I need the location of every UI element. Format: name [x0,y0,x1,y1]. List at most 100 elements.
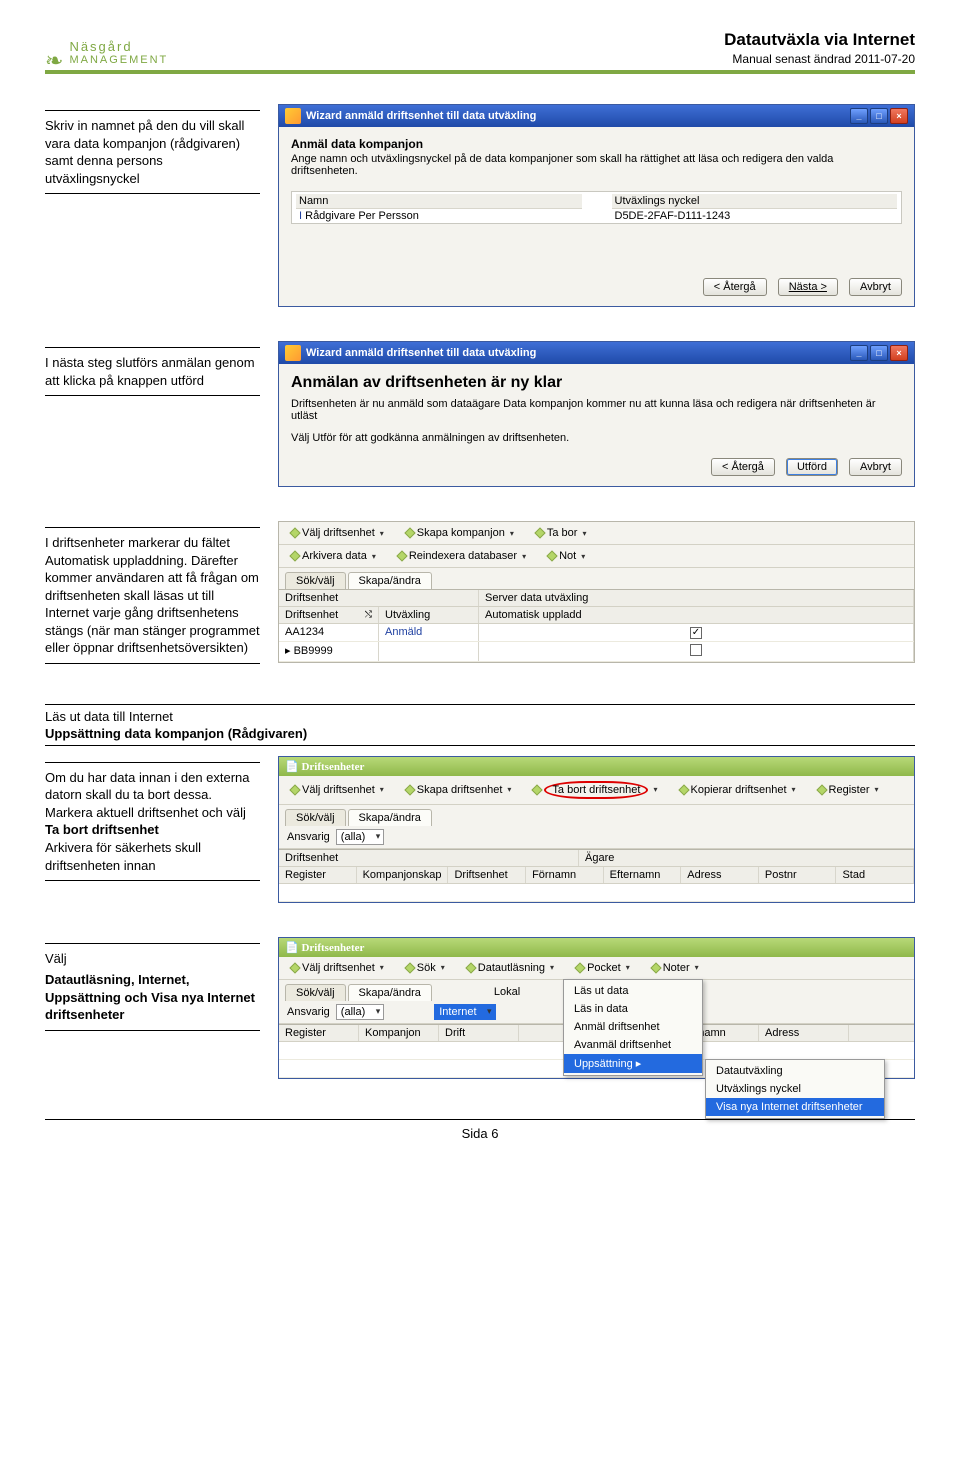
toolbar-item[interactable]: Ta bort driftsenhet▾ [529,780,661,800]
s2-desc2: Välj Utför för att godkänna anmälningen … [291,432,902,444]
minimize-icon[interactable]: _ [850,108,868,124]
next-button[interactable]: Nästa > [778,278,838,296]
gh-server: Server data utväxling [479,590,914,606]
column-header: Stad [836,867,914,883]
gh-driftsenhet2: Driftsenhet ⤭ [279,607,379,623]
toolbar-item[interactable]: Register▾ [814,780,883,800]
gh-driftsenhet: Driftsenhet [279,590,479,606]
driftsenheter-window-1: 📄 Driftsenheter Välj driftsenhet▾Skapa d… [278,756,915,903]
column-header: Register [279,867,357,883]
ansvarig-label: Ansvarig [287,831,330,843]
menu-item[interactable]: Visa nya Internet driftsenheter [706,1098,884,1116]
col-name: Namn [296,194,582,209]
cell-bb9999[interactable]: ▸ BB9999 [279,642,379,661]
column-header: Kompanjonskap [357,867,449,883]
tab-skapaandra[interactable]: Skapa/ändra [348,984,432,1001]
menu-item[interactable]: Utväxlings nyckel [706,1080,884,1098]
internet-combo[interactable]: Internet [434,1004,495,1020]
doc-subtitle: Manual senast ändrad 2011-07-20 [724,52,915,66]
cell-aa1234[interactable]: AA1234 [279,624,379,641]
toolbar-item[interactable]: Pocket▾ [572,961,634,975]
logo-line2: MANAGEMENT [69,54,168,66]
column-header: Förnamn [526,867,604,883]
close-icon[interactable]: × [890,108,908,124]
leaf-icon: ❧ [45,55,63,66]
win1-title: Wizard anmäld driftsenhet till data utvä… [306,110,536,122]
toolbar-item[interactable]: Reindexera databaser▾ [394,549,530,563]
minimize-icon[interactable]: _ [850,345,868,361]
toolbar-item[interactable]: Skapa kompanjon▾ [402,526,518,540]
uppsattning-submenu: DatautväxlingUtväxlings nyckelVisa nya I… [705,1059,885,1119]
tab-sokvalj[interactable]: Sök/välj [285,572,346,589]
menu-item[interactable]: Datautväxling [706,1062,884,1080]
column-header: Drift [439,1025,519,1041]
back-button[interactable]: < Återgå [703,278,767,296]
s4-title1: Läs ut data till Internet [45,709,915,724]
maximize-icon[interactable]: □ [870,108,888,124]
tab-sokvalj[interactable]: Sök/välj [285,984,346,1001]
cancel-button[interactable]: Avbryt [849,278,902,296]
column-header: Register [279,1025,359,1041]
toolbar-item[interactable]: Skapa driftsenhet▾ [402,780,516,800]
tab-skapaandra[interactable]: Skapa/ändra [348,809,432,826]
s1-heading: Anmäl data kompanjon [291,137,902,151]
win2-title: Wizard anmäld driftsenhet till data utvä… [306,347,536,359]
col-key: Utväxlings nyckel [612,194,898,209]
s1-left-text: Skriv in namnet på den du vill skall var… [45,117,260,187]
close-icon[interactable]: × [890,345,908,361]
menu-item[interactable]: Läs in data [564,1000,702,1018]
toolbar-item[interactable]: Noter▾ [648,961,703,975]
toolbar-item[interactable]: Välj driftsenhet▾ [287,526,388,540]
toolbar-item[interactable]: Not▾ [544,549,589,563]
column-header: Kompanjon [359,1025,439,1041]
wizard-window-2: Wizard anmäld driftsenhet till data utvä… [278,341,915,487]
tab-skapaandra[interactable]: Skapa/ändra [348,572,432,589]
menu-item[interactable]: Anmäl driftsenhet [564,1018,702,1036]
s5-left-pre: Välj [45,950,260,968]
wizard-icon [285,108,301,124]
toolbar-item[interactable]: Arkivera data▾ [287,549,380,563]
page-footer: Sida 6 [45,1119,915,1141]
logo-line1: Näsgård [69,39,168,54]
menu-item[interactable]: Uppsättning ▸ [564,1054,702,1073]
checkbox-icon [690,644,702,656]
s4-left-text: Om du har data innan i den externa dator… [45,769,260,874]
gh-autoupload: Automatisk uppladd [479,607,914,623]
toolbar-item[interactable]: Datautläsning▾ [463,961,558,975]
s2-left-text: I nästa steg slutförs anmälan genom att … [45,354,260,389]
checkbox-icon: ✓ [690,627,702,639]
tab-sokvalj[interactable]: Sök/välj [285,809,346,826]
s3-left-text: I driftsenheter markerar du fältet Autom… [45,534,260,657]
maximize-icon[interactable]: □ [870,345,888,361]
done-button[interactable]: Utförd [786,458,838,476]
val-name[interactable]: Rådgivare Per Persson [305,210,419,222]
menu-item[interactable]: Avanmäl driftsenhet [564,1036,702,1054]
toolbar-item[interactable]: Kopierar driftsenhet▾ [676,780,800,800]
column-header: Driftsenhet [448,867,526,883]
toolbar-item[interactable]: Sök▾ [402,961,449,975]
back-button[interactable]: < Återgå [711,458,775,476]
menu-item[interactable]: Läs ut data [564,982,702,1000]
val-key[interactable]: D5DE-2FAF-D111-1243 [612,209,898,223]
s5-left-bold: Datautläsning, Internet, Uppsättning och… [45,971,260,1024]
s2-desc1: Driftsenheten är nu anmäld som dataägare… [291,398,902,422]
win-title: Driftsenheter [301,942,364,954]
toolbar-item[interactable]: Ta bor▾ [532,526,591,540]
win-title: Driftsenheter [301,761,364,773]
s2-heading: Anmälan av driftsenheten är ny klar [291,374,902,392]
ansvarig-label: Ansvarig [287,1006,330,1018]
cell-anmald[interactable]: Anmäld [379,624,479,641]
driftsenhet-panel-1: Välj driftsenhet▾ Skapa kompanjon▾ Ta bor▾… [278,521,915,663]
column-header: Adress [681,867,759,883]
wizard-window-1: Wizard anmäld driftsenhet till data utvä… [278,104,915,307]
cancel-button[interactable]: Avbryt [849,458,902,476]
ansvarig-combo[interactable]: (alla) [336,829,384,845]
s4-title2: Uppsättning data kompanjon (Rådgivaren) [45,726,915,741]
cell-checkbox[interactable]: ✓ [479,624,914,641]
toolbar-item[interactable]: Välj driftsenhet▾ [287,961,388,975]
page-header: ❧ Näsgård MANAGEMENT Datautväxla via Int… [45,30,915,74]
logo: ❧ Näsgård MANAGEMENT [45,39,168,66]
toolbar-item[interactable]: Välj driftsenhet▾ [287,780,388,800]
ansvarig-combo[interactable]: (alla) [336,1004,384,1020]
doc-title: Datautväxla via Internet [724,30,915,50]
